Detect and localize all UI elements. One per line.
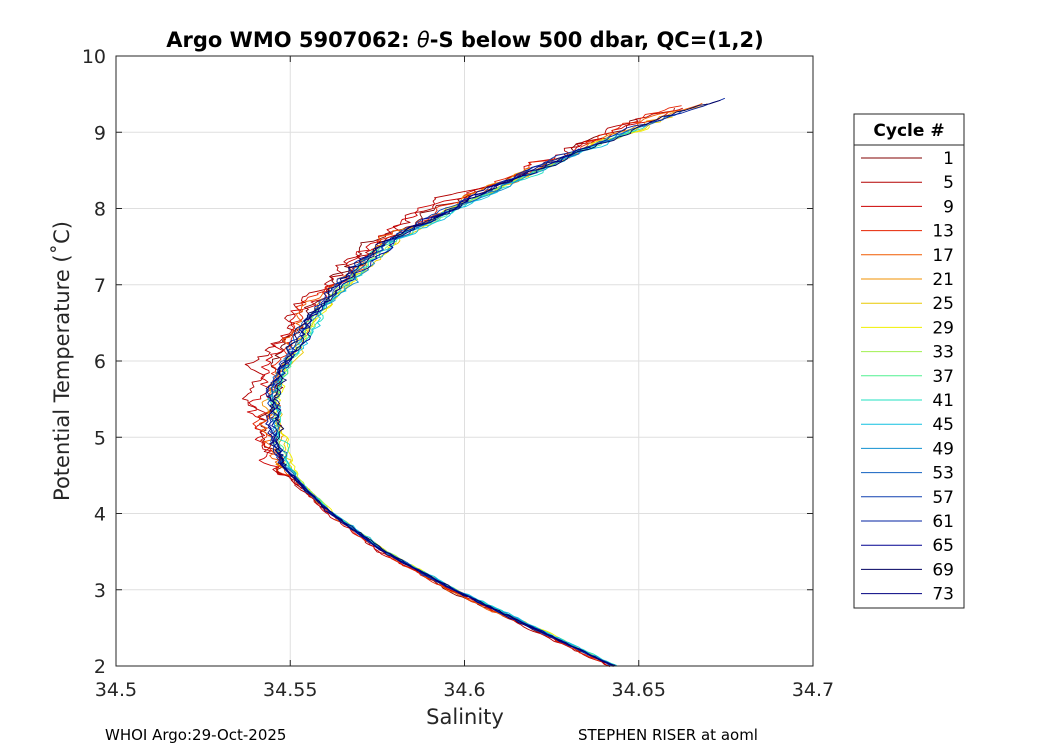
legend-entries: 1 5 9 13 17 21 25 29 33 37 41 45 49 53 57 61 65 69 73 [861, 149, 954, 605]
legend-entry-label: 29 [932, 318, 954, 338]
y-tick-label: 9 [94, 122, 106, 144]
y-tick-label: 2 [94, 656, 106, 678]
y-tick-label: 8 [94, 199, 106, 221]
y-axis-label: Potential Temperature (˚C) [50, 221, 74, 501]
x-tick-label: 34.7 [792, 679, 834, 701]
x-tick-label: 34.5 [95, 679, 137, 701]
legend-entry-label: 73 [932, 585, 954, 605]
legend-entry-label: 65 [932, 536, 954, 556]
legend-entry-label: 17 [932, 246, 954, 266]
footer-right: STEPHEN RISER at aoml [578, 726, 758, 744]
series-line-cycle-69 [269, 99, 721, 666]
chart-title: Argo WMO 5907062: θ-S below 500 dbar, QC… [166, 28, 763, 52]
legend-entry-label: 9 [943, 197, 954, 217]
plot-area: 34.5 34.55 34.6 34.65 34.7 2 3 4 5 6 7 8 9 10 [82, 46, 834, 701]
y-tick-label: 4 [94, 504, 106, 526]
legend-title: Cycle # [873, 121, 944, 141]
x-axis-label: Salinity [426, 705, 504, 729]
legend-entry-label: 13 [932, 222, 954, 242]
legend-entry-label: 57 [932, 488, 954, 508]
legend-entry-label: 53 [932, 464, 954, 484]
theta-symbol: θ [417, 28, 430, 52]
legend-entry-label: 21 [932, 270, 954, 290]
legend-entry-label: 69 [932, 560, 954, 580]
y-tick-label: 7 [94, 275, 106, 297]
x-tick-label: 34.65 [612, 679, 666, 701]
series-group [241, 97, 725, 668]
legend-entry-label: 33 [932, 343, 954, 363]
y-tick-label: 10 [82, 46, 106, 68]
legend-box [853, 113, 965, 609]
y-tick-label: 5 [94, 427, 106, 449]
legend: Cycle # 1 5 9 13 17 21 25 29 33 37 41 45 49 53 57 61 65 6… [853, 113, 965, 609]
ticks: 34.5 34.55 34.6 34.65 34.7 2 3 4 5 6 7 8 9 10 [82, 46, 834, 701]
grid [116, 56, 813, 666]
legend-entry-label: 1 [943, 149, 954, 169]
x-tick-label: 34.6 [443, 679, 485, 701]
legend-entry-label: 41 [932, 391, 954, 411]
footer-left: WHOI Argo:29-Oct-2025 [105, 726, 287, 744]
legend-entry-label: 45 [932, 415, 954, 435]
legend-entry-label: 37 [932, 367, 954, 387]
y-tick-label: 3 [94, 580, 106, 602]
legend-entry-label: 5 [943, 173, 954, 193]
legend-entry-label: 49 [932, 439, 954, 459]
legend-entry-label: 61 [932, 512, 954, 532]
x-tick-label: 34.55 [263, 679, 317, 701]
y-tick-label: 6 [94, 351, 106, 373]
series-line-cycle-73 [265, 155, 614, 667]
legend-entry-label: 25 [932, 294, 954, 314]
